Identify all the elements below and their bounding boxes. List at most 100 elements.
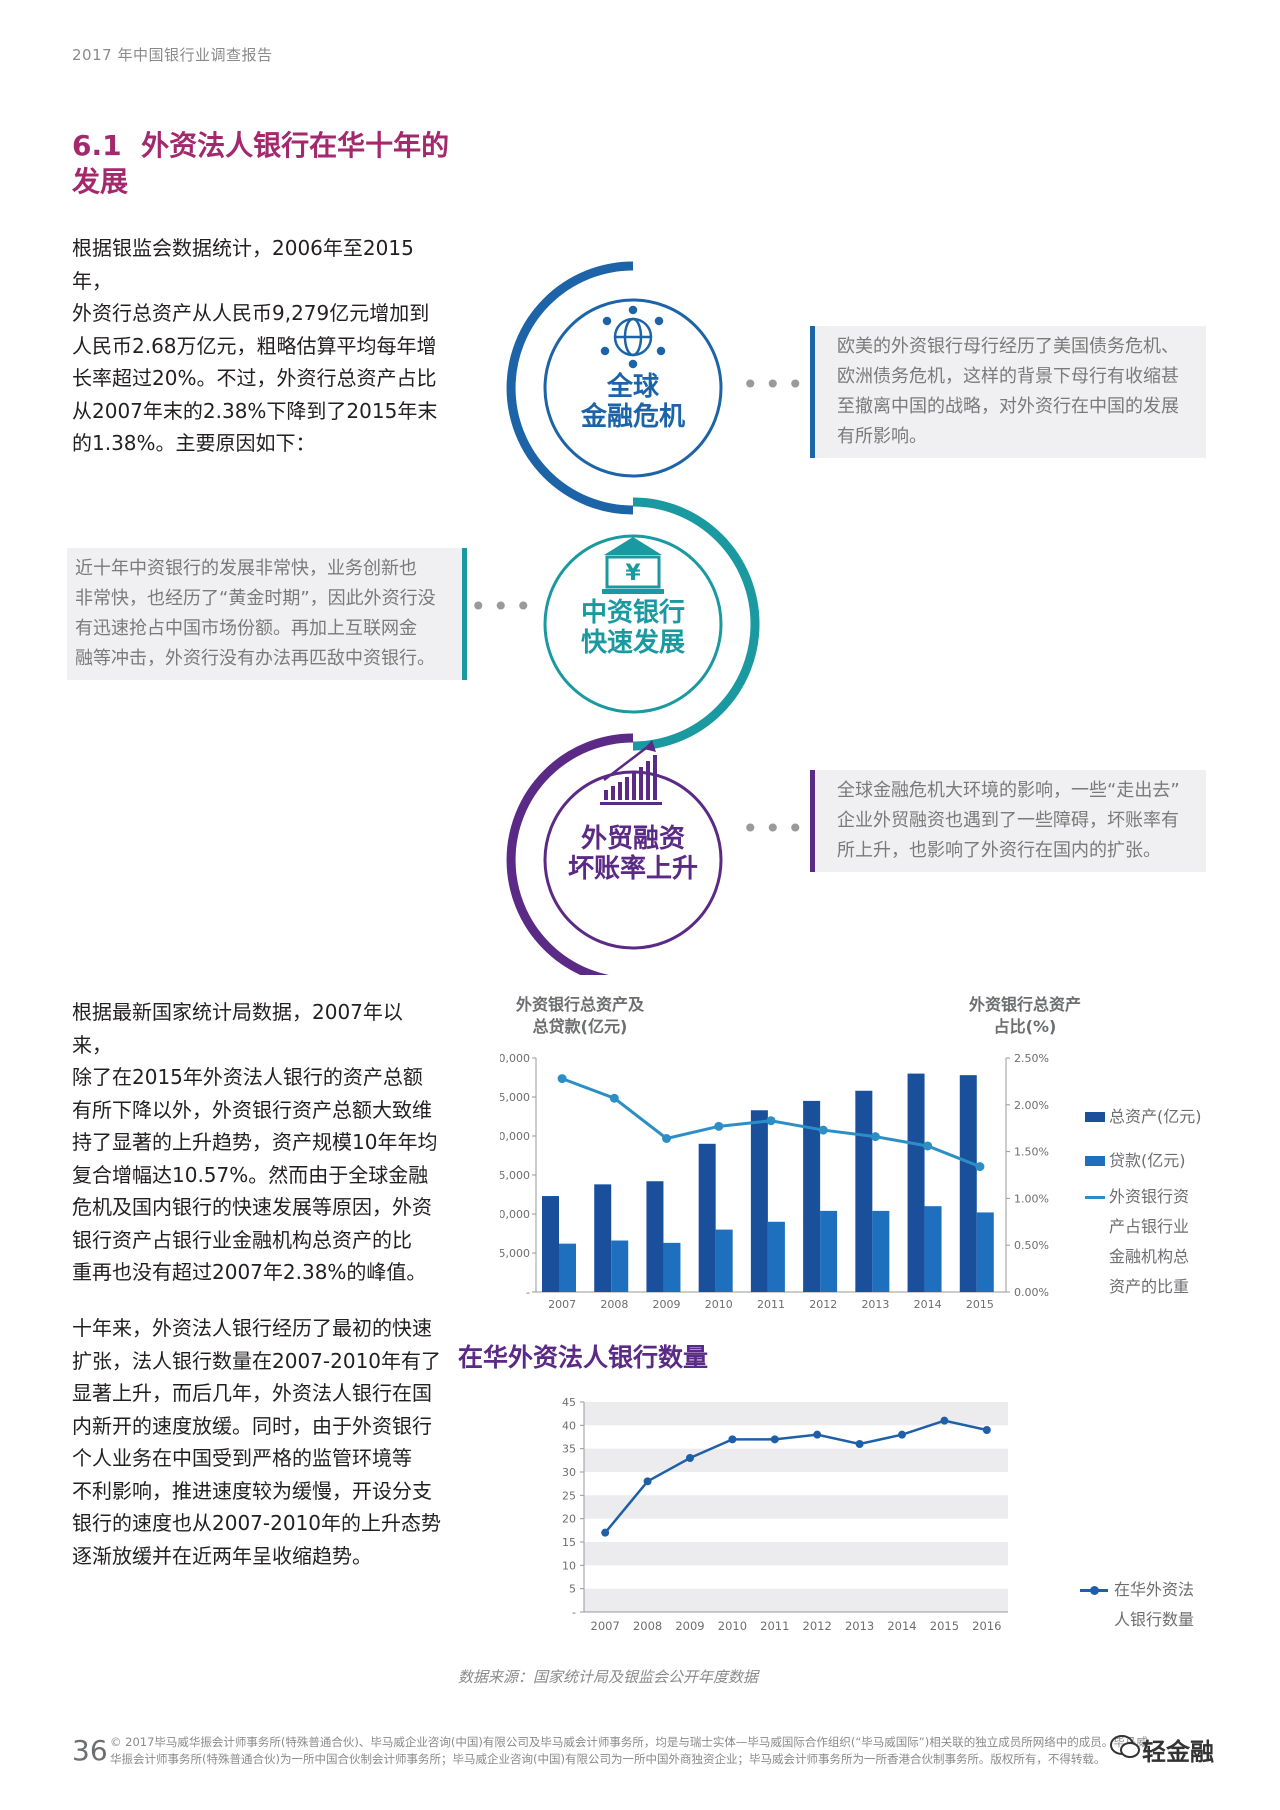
x-tick-label: 2009 bbox=[653, 1298, 681, 1311]
arc-chinese-banks bbox=[632, 497, 760, 751]
para-line: 个人业务在中国受到严格的监管环境等 bbox=[72, 1446, 412, 1470]
bar-total-assets bbox=[698, 1143, 716, 1292]
ratio-point bbox=[557, 1074, 567, 1084]
ratio-point bbox=[609, 1093, 619, 1103]
para-line: 危机及国内银行的快速发展等原因，外资 bbox=[72, 1195, 432, 1219]
bar-loans bbox=[715, 1229, 733, 1292]
bank-count-point bbox=[601, 1528, 610, 1537]
para-line: 银行资产占银行业金融机构总资产的比 bbox=[72, 1227, 412, 1252]
callout-line: 全球金融危机大环境的影响，一些“走出去” bbox=[837, 780, 1180, 801]
callout-line: 融等冲击，外资行没有办法再匹敌中资银行。 bbox=[75, 648, 435, 669]
right-tick-label: 2.00% bbox=[1014, 1099, 1049, 1112]
x-tick-label: 2015 bbox=[966, 1298, 994, 1311]
factor-label-line: 金融危机 bbox=[580, 402, 685, 432]
right-tick-label: 0.50% bbox=[1014, 1239, 1049, 1252]
callout-line: 有所影响。 bbox=[837, 426, 927, 447]
legend-label: 金融机构总 bbox=[1109, 1247, 1190, 1266]
left-tick-label: 25,000 bbox=[500, 1091, 530, 1104]
footer-disclaimer: © 2017毕马威华振会计师事务所(特殊普通合伙)、毕马威企业咨询(中国)有限公… bbox=[110, 1734, 1210, 1768]
bar-loans bbox=[767, 1221, 785, 1292]
left-tick-label: 30,000 bbox=[500, 1052, 530, 1065]
para-line: 内新开的速度放缓。同时，由于外资银行 bbox=[72, 1413, 432, 1438]
grid-band bbox=[584, 1402, 1008, 1426]
bar-loans bbox=[559, 1243, 576, 1292]
grid-band bbox=[584, 1588, 1008, 1612]
bank-count-point bbox=[686, 1454, 694, 1462]
bank-count-paragraph: 十年来，外资法人银行经历了最初的快速 扩张，法人银行数量在2007-2010年有… bbox=[72, 1312, 442, 1572]
intro-line: 的1.38%。主要原因如下： bbox=[72, 431, 316, 455]
asset-trend-paragraph: 根据最新国家统计局数据，2007年以来， 除了在2015年外资法人银行的资产总额… bbox=[72, 996, 442, 1289]
para-line: 复合增幅达10.57%。然而由于全球金融 bbox=[72, 1162, 429, 1187]
factor-label-line: 中资银行 bbox=[580, 598, 685, 628]
arc-global-crisis bbox=[506, 261, 634, 515]
y-tick-label: 5 bbox=[569, 1583, 576, 1596]
factor-label-line: 全球 bbox=[606, 372, 659, 402]
para-line: 除了在2015年外资法人银行的资产总额 bbox=[72, 1065, 423, 1089]
intro-line: 根据银监会数据统计，2006年至2015年， bbox=[72, 236, 414, 293]
factor-label-line: 外贸融资 bbox=[580, 824, 685, 854]
x-tick-label: 2015 bbox=[930, 1619, 959, 1633]
right-tick-label: 2.50% bbox=[1014, 1052, 1049, 1065]
legend-swatch-line bbox=[1085, 1196, 1105, 1199]
legend-item-ratio: 外资银行资 产占银行业 金融机构总 资产的比重 bbox=[1085, 1182, 1245, 1302]
factor-label-banks: 中资银行 快速发展 bbox=[548, 598, 718, 658]
y-tick-label: 35 bbox=[562, 1443, 576, 1456]
callout-chinese-banks: 近十年中资银行的发展非常快，业务创新也 非常快，也经历了“黄金时期”，因此外资行… bbox=[67, 548, 467, 680]
section-title-line2: 发展 bbox=[72, 165, 129, 198]
legend-label: 外资银行资 bbox=[1109, 1187, 1190, 1206]
axis-title-line: 外资银行总资产 bbox=[968, 995, 1081, 1014]
y-tick-label: - bbox=[572, 1606, 576, 1619]
legend-swatch bbox=[1085, 1156, 1105, 1166]
x-tick-label: 2016 bbox=[972, 1619, 1001, 1633]
left-tick-label: 10,000 bbox=[500, 1208, 530, 1221]
bar-loans bbox=[976, 1212, 994, 1292]
intro-line: 外资行总资产从人民币9,279亿元增加到 bbox=[72, 301, 430, 325]
grid-band bbox=[584, 1542, 1008, 1566]
bank-yuan-icon: ¥ bbox=[602, 537, 664, 594]
section-title: 6.1 外资法人银行在华十年的 发展 bbox=[72, 128, 472, 200]
legend-label: 产占银行业 bbox=[1109, 1217, 1190, 1236]
axis-title-line: 外资银行总资产及 bbox=[515, 995, 644, 1014]
x-tick-label: 2011 bbox=[757, 1298, 785, 1311]
bank-count-point bbox=[643, 1477, 652, 1486]
section-number: 6.1 bbox=[72, 129, 122, 162]
bank-count-point bbox=[855, 1440, 864, 1448]
legend-label: 贷款(亿元) bbox=[1109, 1151, 1186, 1170]
chart1-left-axis-title: 外资银行总资产及 总贷款(亿元) bbox=[490, 994, 670, 1038]
ratio-point bbox=[662, 1133, 672, 1143]
factor-label-line: 坏账率上升 bbox=[567, 854, 698, 884]
intro-line: 人民币2.68万亿元，粗略估算平均每年增 bbox=[72, 333, 437, 358]
factor-label-trade: 外贸融资 坏账率上升 bbox=[548, 824, 718, 884]
legend-item-assets: 总资产(亿元) bbox=[1085, 1102, 1245, 1132]
callout-line: 企业外贸融资也遇到了一些障碍，坏账率有 bbox=[837, 810, 1179, 831]
chart2-legend: 在华外资法 人银行数量 bbox=[1080, 1575, 1230, 1635]
x-tick-label: 2007 bbox=[548, 1298, 576, 1311]
para-line: 扩张，法人银行数量在2007-2010年有了 bbox=[72, 1348, 442, 1373]
bar-loans bbox=[820, 1210, 838, 1292]
wechat-icon bbox=[1110, 1733, 1140, 1761]
bar-total-assets bbox=[855, 1090, 873, 1292]
callout-line: 至撤离中国的战略，对外资行在中国的发展 bbox=[837, 396, 1179, 417]
axis-title-line: 总贷款(亿元) bbox=[532, 1017, 628, 1036]
callout-line: 欧美的外资银行母行经历了美国债务危机、 bbox=[837, 336, 1179, 357]
rising-bars-icon bbox=[600, 740, 662, 805]
x-tick-label: 2009 bbox=[675, 1619, 704, 1633]
bank-count-point bbox=[940, 1416, 949, 1425]
y-tick-label: 15 bbox=[562, 1536, 576, 1549]
report-header: 2017 年中国银行业调查报告 bbox=[72, 46, 273, 64]
para-line: 显著上升，而后几年，外资法人银行在国 bbox=[72, 1381, 432, 1405]
callout-global-crisis: 欧美的外资银行母行经历了美国债务危机、 欧洲债务危机，这样的背景下母行有收缩甚 … bbox=[810, 326, 1206, 458]
node-circle-global bbox=[543, 298, 723, 478]
left-tick-label: 20,000 bbox=[500, 1130, 530, 1143]
bank-count-point bbox=[813, 1430, 822, 1439]
callout-line: 所上升，也影响了外资行在国内的扩张。 bbox=[837, 840, 1161, 861]
para-line: 持了显著的上升趋势，资产规模10年年均 bbox=[72, 1130, 438, 1154]
para-line: 十年来，外资法人银行经历了最初的快速 bbox=[72, 1316, 432, 1340]
ratio-point bbox=[975, 1162, 985, 1172]
legend-swatch bbox=[1085, 1112, 1105, 1122]
bar-total-assets bbox=[907, 1073, 925, 1292]
ratio-point bbox=[714, 1121, 724, 1131]
bar-total-assets bbox=[750, 1110, 768, 1292]
para-line: 逐渐放缓并在近两年呈收缩趋势。 bbox=[72, 1543, 372, 1568]
